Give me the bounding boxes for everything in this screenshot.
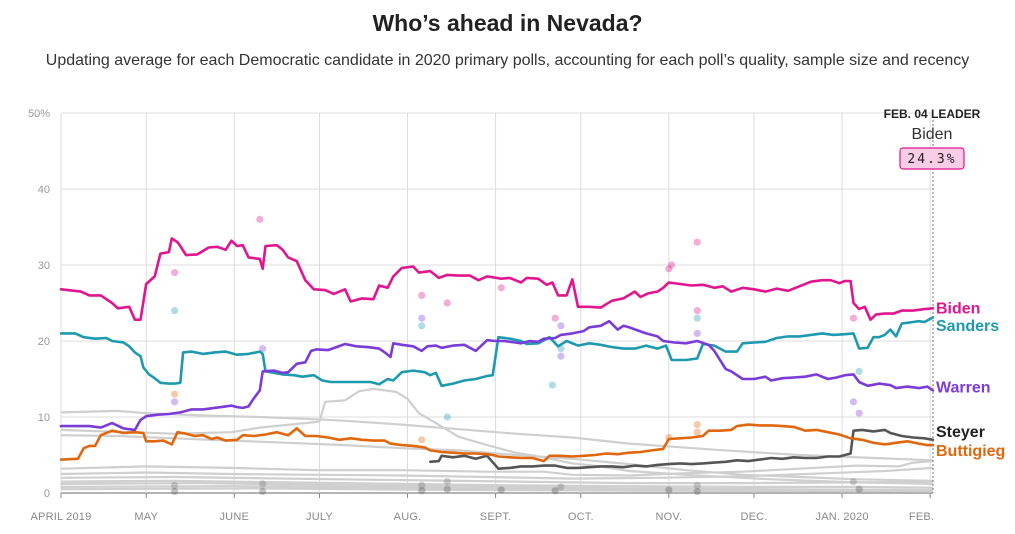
poll-dot bbox=[557, 352, 565, 360]
poll-dot bbox=[259, 345, 267, 353]
chart-title: Who’s ahead in Nevada? bbox=[372, 10, 643, 36]
leader-value-box bbox=[899, 147, 965, 170]
poll-dot bbox=[855, 485, 863, 493]
main-candidate-lines bbox=[59, 237, 935, 470]
poll-dot bbox=[497, 284, 505, 292]
x-tick-label: DEC. bbox=[741, 511, 768, 523]
label-warren: Warren bbox=[936, 379, 991, 396]
label-buttigieg: Buttigieg bbox=[936, 443, 1005, 460]
poll-dot bbox=[693, 428, 701, 436]
other-candidate-line bbox=[60, 487, 934, 493]
poll-dot bbox=[418, 436, 426, 444]
other-candidates-lines bbox=[60, 387, 934, 493]
poll-dot bbox=[693, 421, 701, 429]
axes: 0 10 20 30 40 50% APRIL 2019 MAY JUNE JULY AUG. SEP… bbox=[28, 108, 934, 523]
poll-dot bbox=[497, 486, 505, 494]
poll-dot bbox=[693, 314, 701, 322]
y-tick-label: 0 bbox=[44, 488, 50, 500]
leader-value: 24.3% bbox=[907, 152, 956, 167]
poll-dot bbox=[171, 398, 179, 406]
poll-dot bbox=[849, 314, 858, 322]
poll-dot bbox=[693, 487, 701, 496]
x-tick-label: JULY bbox=[306, 511, 333, 523]
other-candidate-line bbox=[60, 479, 934, 489]
poll-dot bbox=[849, 398, 858, 406]
other-candidate-line bbox=[60, 387, 934, 485]
poll-dot bbox=[855, 409, 863, 417]
poll-dot bbox=[171, 307, 179, 315]
poll-dot bbox=[418, 322, 426, 330]
poll-dot bbox=[693, 238, 701, 246]
poll-dot bbox=[557, 483, 565, 491]
biden-line bbox=[59, 237, 935, 321]
poll-dot bbox=[693, 307, 701, 315]
buttigieg-line bbox=[59, 423, 935, 463]
x-tick-label: JUNE bbox=[219, 511, 249, 523]
poll-dot bbox=[418, 314, 426, 322]
steyer-line bbox=[429, 428, 935, 470]
poll-dot bbox=[855, 367, 863, 375]
poll-dot bbox=[668, 261, 676, 269]
y-tick-label: 40 bbox=[38, 184, 50, 196]
leader-callout: FEB. 04 LEADER Biden 24.3% bbox=[884, 107, 981, 493]
y-tick-label: 30 bbox=[38, 260, 50, 272]
poll-dot bbox=[259, 487, 267, 496]
poll-dots bbox=[171, 215, 863, 496]
label-steyer: Steyer bbox=[936, 424, 985, 441]
label-biden: Biden bbox=[936, 300, 980, 317]
poll-dot bbox=[551, 487, 559, 495]
x-tick-label: APRIL 2019 bbox=[31, 511, 92, 523]
y-tick-label: 20 bbox=[38, 336, 50, 348]
other-candidate-line bbox=[60, 475, 934, 485]
x-tick-label: NOV. bbox=[655, 511, 682, 523]
poll-dot bbox=[548, 381, 556, 389]
leader-name: Biden bbox=[912, 126, 953, 143]
poll-dot bbox=[256, 215, 264, 223]
y-tick-label: 10 bbox=[38, 412, 50, 424]
poll-dot bbox=[443, 485, 451, 493]
poll-dot bbox=[443, 413, 451, 421]
poll-dot bbox=[443, 299, 451, 307]
x-tick-label: SEPT. bbox=[480, 511, 512, 523]
y-tick-label: 50% bbox=[28, 108, 50, 120]
poll-dot bbox=[259, 480, 267, 488]
poll-dot bbox=[665, 265, 673, 273]
poll-dot bbox=[551, 314, 559, 322]
warren-line bbox=[59, 319, 935, 432]
other-candidate-line bbox=[60, 460, 934, 477]
poll-dot bbox=[693, 481, 701, 489]
x-tick-label: JAN. 2020 bbox=[816, 511, 869, 523]
other-candidate-line bbox=[60, 466, 934, 480]
chart-grid bbox=[60, 112, 933, 494]
x-tick-label: OCT. bbox=[568, 511, 594, 523]
poll-dot bbox=[171, 487, 179, 496]
chart-subtitle: Updating average for each Democratic can… bbox=[45, 52, 970, 69]
x-tick-label: MAY bbox=[134, 511, 158, 523]
poll-dot bbox=[171, 390, 179, 398]
x-tick-label: FEB. bbox=[909, 511, 934, 523]
poll-dot bbox=[171, 269, 179, 277]
sanders-line bbox=[59, 316, 935, 388]
leader-date: FEB. 04 LEADER bbox=[884, 107, 981, 121]
poll-dot bbox=[418, 487, 426, 495]
poll-dot bbox=[693, 329, 701, 337]
x-tick-label: AUG. bbox=[394, 511, 422, 523]
poll-dot bbox=[849, 478, 858, 486]
poll-dot bbox=[171, 481, 179, 489]
poll-dot bbox=[665, 486, 673, 494]
poll-dot bbox=[418, 291, 426, 299]
label-sanders: Sanders bbox=[936, 318, 999, 335]
poll-dot bbox=[557, 322, 565, 330]
poll-dot bbox=[418, 481, 426, 489]
poll-dot bbox=[443, 478, 451, 486]
